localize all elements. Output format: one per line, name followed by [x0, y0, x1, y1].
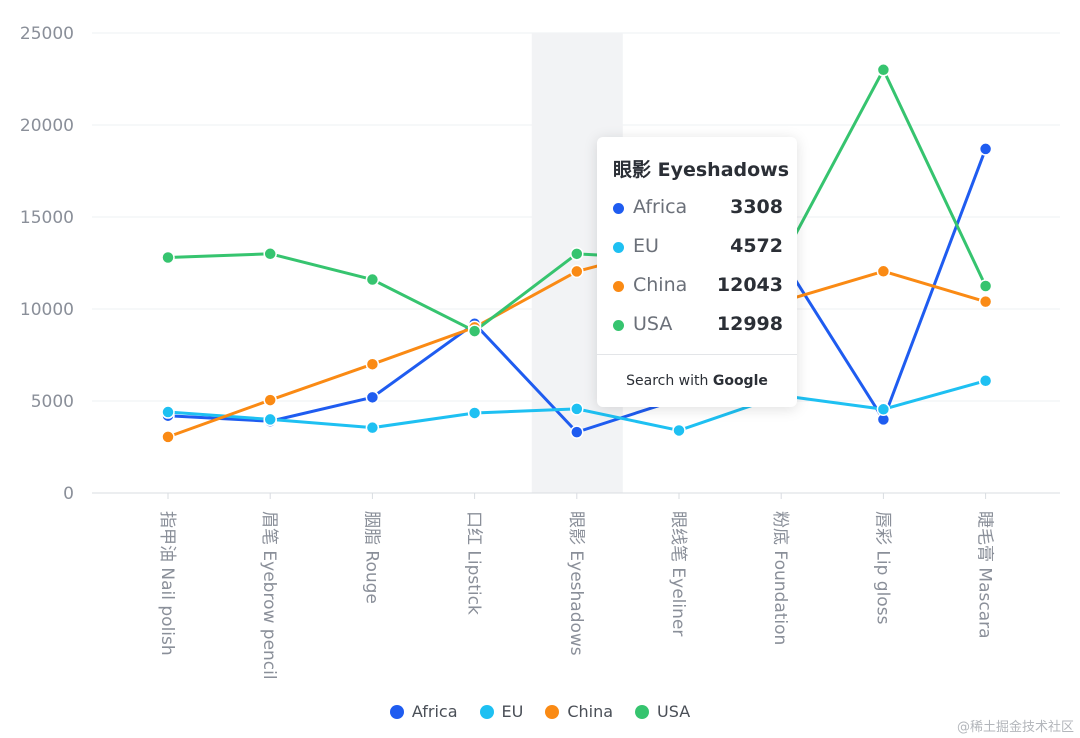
legend-item-usa[interactable]: USA: [635, 702, 690, 721]
tooltip-series-value: 12998: [716, 313, 783, 335]
search-with-google-button[interactable]: Search with Google: [597, 373, 797, 389]
y-axis-ticks: 0 5000 10000 15000 20000 25000: [20, 24, 74, 504]
x-axis: [92, 492, 1060, 499]
x-tick-label: 眼影 Eyeshadows: [566, 511, 586, 656]
data-point-eu[interactable]: [672, 423, 686, 438]
tooltip-series-name: China: [633, 274, 688, 296]
data-point-eu[interactable]: [570, 402, 584, 416]
data-point-eu[interactable]: [467, 406, 482, 420]
data-point-usa[interactable]: [467, 324, 482, 338]
data-point-usa[interactable]: [978, 279, 993, 293]
x-axis-ticks: 指甲油 Nail polish 眉笔 Eyebrow pencil 胭脂 Rouge…: [157, 511, 996, 680]
legend-dot-icon: [389, 704, 404, 719]
x-tick-label: 唇彩 Lip gloss: [872, 511, 892, 625]
tooltip-dot-icon: [613, 242, 624, 253]
tooltip-row-china: China 12043: [613, 274, 783, 298]
x-tick-label: 胭脂 Rouge: [361, 511, 381, 604]
tooltip-series-name: USA: [633, 313, 673, 335]
y-tick-label: 5000: [31, 392, 74, 412]
tooltip-dot-icon: [613, 203, 624, 214]
x-tick-label: 眉笔 Eyebrow pencil: [259, 511, 279, 680]
legend-dot-icon: [479, 704, 494, 719]
tooltip-row-usa: USA 12998: [613, 313, 783, 337]
x-tick-label: 粉底 Foundation: [770, 511, 790, 645]
data-point-china[interactable]: [978, 294, 993, 309]
watermark: @稀土掘金技术社区: [956, 720, 1074, 735]
tooltip-series-name: Africa: [633, 196, 688, 218]
x-tick-label: 眼线笔 Eyeliner: [668, 511, 688, 636]
tooltip-row-africa: Africa 3308: [613, 196, 783, 220]
data-point-china[interactable]: [876, 264, 891, 279]
data-point-usa[interactable]: [263, 247, 277, 261]
data-point-africa[interactable]: [365, 390, 380, 405]
data-point-usa[interactable]: [570, 247, 584, 261]
data-point-eu[interactable]: [263, 412, 277, 427]
tooltip-dot-icon: [613, 281, 624, 292]
data-point-eu[interactable]: [876, 402, 891, 417]
legend-label: China: [567, 702, 614, 721]
tooltip-series-value: 12043: [716, 274, 783, 296]
legend-dot-icon: [635, 704, 650, 719]
legend-dot-icon: [545, 704, 560, 719]
y-tick-label: 0: [63, 484, 74, 504]
data-point-eu[interactable]: [365, 420, 380, 435]
data-point-usa[interactable]: [161, 250, 175, 265]
tooltip-dot-icon: [613, 320, 624, 331]
y-tick-label: 25000: [20, 24, 74, 44]
data-point-eu[interactable]: [978, 374, 993, 388]
tooltip-row-eu: EU 4572: [613, 235, 783, 259]
y-tick-label: 20000: [20, 116, 74, 136]
legend-item-china[interactable]: China: [545, 702, 613, 721]
data-point-china[interactable]: [161, 430, 175, 444]
chart-legend: Africa EU China USA: [0, 702, 1080, 721]
data-point-eu[interactable]: [161, 405, 175, 419]
data-point-china[interactable]: [570, 264, 584, 279]
data-point-africa[interactable]: [978, 142, 993, 156]
y-tick-label: 15000: [20, 208, 74, 228]
tooltip-title: 眼影 Eyeshadows: [613, 159, 790, 181]
data-point-china[interactable]: [365, 357, 380, 371]
search-brand: Google: [712, 373, 768, 389]
x-tick-label: 指甲油 Nail polish: [157, 511, 177, 656]
tooltip-series-value: 4572: [730, 235, 783, 257]
legend-item-africa[interactable]: Africa: [389, 702, 458, 721]
data-point-usa[interactable]: [876, 63, 891, 77]
x-tick-label: 睫毛膏 Mascara: [975, 511, 996, 639]
legend-label: Africa: [411, 702, 458, 721]
chart-tooltip: 眼影 Eyeshadows Africa 3308 EU 4572 China …: [597, 137, 797, 407]
legend-label: EU: [501, 702, 524, 721]
legend-item-eu[interactable]: EU: [479, 702, 524, 721]
x-tick-label: 口红 Lipstick: [464, 511, 484, 615]
search-prefix: Search with: [626, 373, 709, 389]
tooltip-divider: [597, 354, 797, 355]
data-point-china[interactable]: [263, 393, 277, 407]
legend-label: USA: [657, 702, 691, 721]
tooltip-series-value: 3308: [730, 196, 783, 218]
data-point-usa[interactable]: [365, 272, 380, 287]
data-point-africa[interactable]: [570, 425, 584, 439]
y-tick-label: 10000: [20, 300, 74, 320]
tooltip-series-name: EU: [633, 235, 659, 257]
